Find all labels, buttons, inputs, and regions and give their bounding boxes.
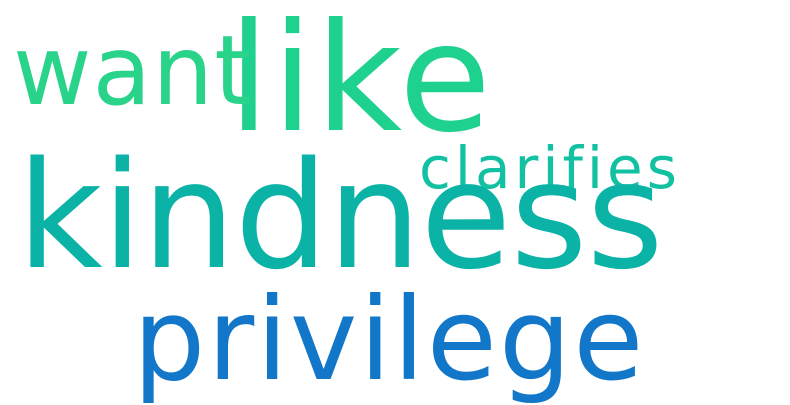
word-privilege: privilege — [133, 273, 646, 405]
word-kindness: kindness — [17, 130, 664, 302]
word-like: like — [228, 0, 494, 166]
word-want: want — [13, 15, 253, 127]
word-clarifies: clarifies — [419, 134, 681, 202]
